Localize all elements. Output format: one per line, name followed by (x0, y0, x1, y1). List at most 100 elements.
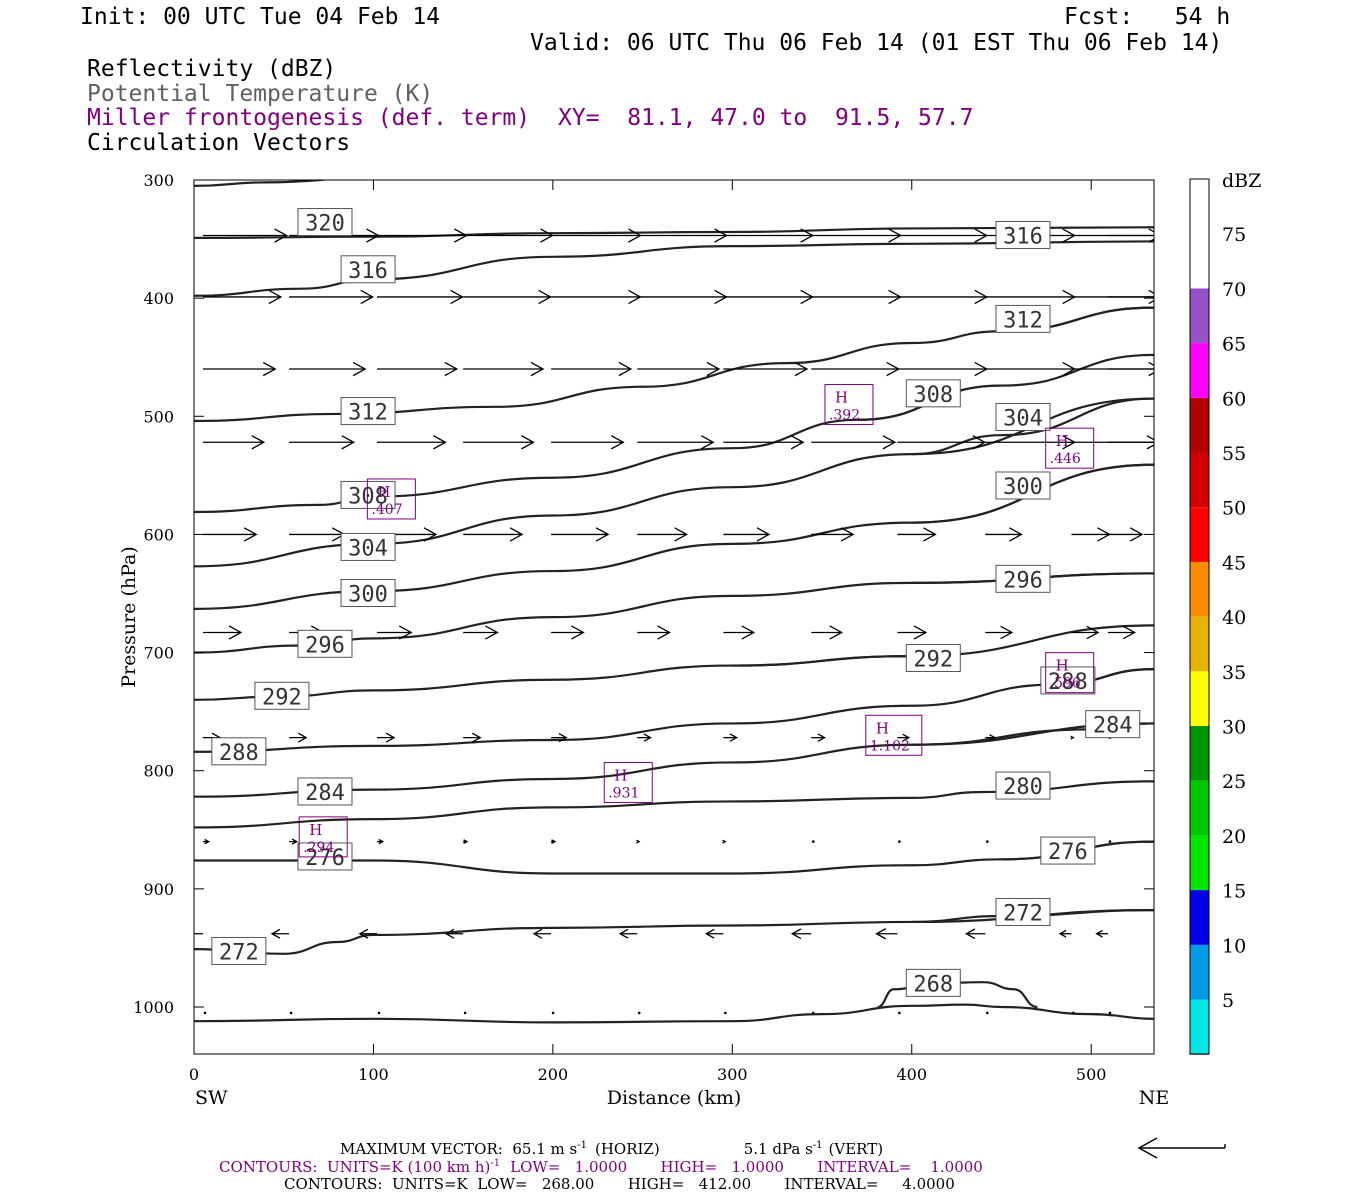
contour-label-box (995, 304, 1051, 333)
max-vector-horiz: (HORIZ) (594, 1140, 660, 1158)
contours-fronto-units: CONTOURS: UNITS=K (100 km h) (219, 1158, 491, 1176)
max-vector-vert: 5.1 dPa s (743, 1140, 813, 1158)
wind-vector-head (398, 625, 413, 640)
frontogenesis-max-box (865, 714, 923, 756)
x-axis-label: Distance (km) (607, 1087, 742, 1109)
wind-vector-head (471, 732, 482, 743)
wind-vector-head (485, 625, 499, 640)
contour-label: 300 (1003, 475, 1043, 500)
wind-vector-head (1122, 625, 1136, 640)
wind-vector-head (741, 625, 756, 640)
colorbar-bin (1190, 944, 1209, 1000)
frontogenesis-max-box (366, 478, 416, 520)
x-tick-label: 100 (358, 1065, 389, 1084)
wind-vector-head (1058, 929, 1067, 938)
wind-vector-head (1148, 361, 1154, 377)
wind-vector-head (643, 733, 652, 742)
wind-vector-head (704, 928, 715, 939)
wind-vector-head (700, 435, 715, 450)
wind-vector-head (1086, 625, 1100, 640)
wind-vector-head (817, 733, 826, 742)
wind-vector-head (270, 928, 281, 939)
frontogenesis-max-label: H (614, 767, 627, 785)
vector-dot (898, 1011, 901, 1015)
wind-vector-head (423, 527, 438, 542)
wind-vector-head (291, 838, 299, 845)
wind-vector-head (297, 732, 308, 743)
colorbar-label: 55 (1222, 443, 1246, 465)
vector-dot (986, 1011, 989, 1015)
max-vector-note: MAXIMUM VECTOR: 65.1 m s-1 (HORIZ) 5.1 dPa… (340, 1141, 883, 1157)
wind-vector-head (790, 435, 805, 450)
colorbar-label: 10 (1222, 935, 1246, 957)
theta-contour-316 (194, 240, 1154, 297)
contour-label: 284 (305, 781, 345, 806)
vector-dot (463, 1011, 467, 1015)
contour-label: 308 (348, 484, 388, 509)
colorbar-bin (1190, 780, 1209, 836)
colorbar-bin (1190, 343, 1209, 398)
x-axis-right-end: NE (1139, 1087, 1170, 1109)
wind-vector-head (243, 527, 258, 542)
colorbar-bin (1190, 726, 1209, 781)
wind-vector-head (1159, 436, 1171, 449)
frontogenesis-max-label: H (309, 821, 322, 839)
frontogenesis-max-value: .596 (1050, 676, 1081, 692)
contour-label: 304 (348, 536, 388, 561)
contour-label: 308 (913, 383, 953, 408)
contour-label: 296 (1003, 568, 1043, 593)
contours-fronto-note: CONTOURS: UNITS=K (100 km h)-1 LOW= 1.000… (219, 1159, 983, 1175)
colorbar-bin-top (1190, 179, 1209, 234)
frontogenesis-max-box (1045, 427, 1095, 469)
reference-vector (1137, 1137, 1226, 1159)
wind-vector-head (251, 435, 266, 450)
contour-label: 292 (913, 647, 953, 672)
wind-vector-head (1070, 735, 1075, 740)
wind-vector-head (360, 289, 375, 305)
vector-dot (724, 1011, 727, 1015)
reference-vector-head (1137, 1137, 1158, 1159)
y-tick-label: 900 (143, 880, 174, 899)
contour-label-box (905, 643, 961, 672)
colorbar-label: 70 (1222, 279, 1246, 301)
frontogenesis-max-value: .294 (303, 840, 334, 856)
wind-vector-head (1129, 527, 1144, 542)
contour-label: 280 (1003, 775, 1043, 800)
contour-label-box (995, 402, 1051, 431)
wind-vector-head (385, 732, 396, 743)
wind-vector-head (1146, 435, 1154, 450)
contour-label-box (340, 255, 396, 284)
wind-vector-head (913, 625, 928, 640)
y-tick-label: 700 (143, 644, 174, 663)
wind-vector-head (790, 928, 802, 940)
vector-layer (194, 228, 1171, 1015)
wind-vector-head (923, 527, 937, 542)
y-tick-label: 600 (143, 525, 174, 544)
frontogenesis-max-value: .446 (1050, 451, 1081, 467)
frontogenesis-max-value: .392 (829, 407, 860, 423)
vector-dot (811, 1011, 815, 1015)
vector-dot (377, 1011, 381, 1015)
wind-vector-head (1009, 527, 1023, 542)
frontogenesis-max-label: H (876, 719, 889, 737)
colorbar-label: 30 (1222, 717, 1246, 739)
y-tick-label: 300 (143, 171, 174, 190)
contour-label-box (297, 208, 353, 237)
wind-vector-head (636, 839, 641, 844)
wind-vector-head (551, 839, 557, 845)
frontogenesis-max-box (1045, 652, 1095, 694)
field-reflectivity: Reflectivity (dBZ) (87, 56, 337, 82)
frontogenesis-max-label: H (1056, 657, 1069, 675)
wind-vector-head (794, 361, 809, 377)
contour-label-box (297, 629, 353, 658)
wind-vector-head (532, 928, 543, 939)
wind-vector-head (989, 734, 997, 742)
colorbar-bin (1190, 890, 1209, 945)
wind-vector-head (1148, 228, 1154, 243)
field-potential-temperature: Potential Temperature (K) (87, 81, 434, 107)
y-tick-label: 500 (143, 407, 174, 426)
theta-contour-280 (194, 780, 1154, 829)
wind-vector-head (595, 527, 610, 542)
contour-label-box (211, 737, 267, 766)
contours-fronto-exp: -1 (490, 1158, 501, 1169)
